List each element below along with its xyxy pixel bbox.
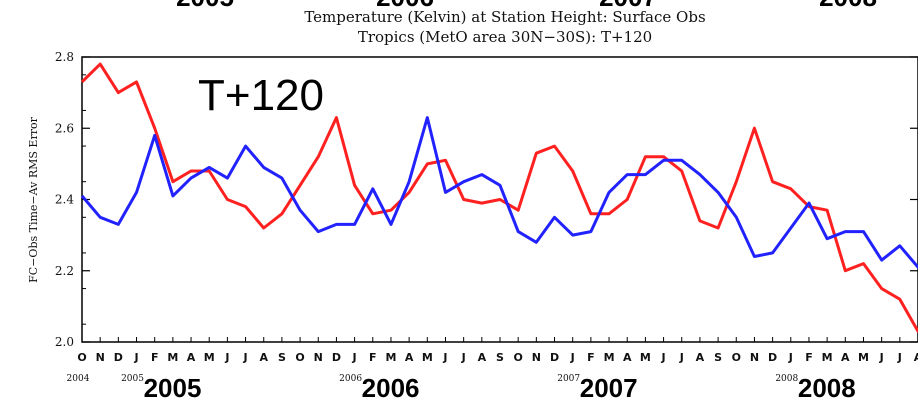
x-tick-label: J	[442, 351, 447, 364]
top-year-label: 2007	[599, 0, 657, 12]
x-tick-label: J	[788, 351, 793, 364]
x-tick-label: J	[679, 351, 684, 364]
x-tick-label: D	[332, 351, 341, 364]
x-tick-label: A	[841, 351, 850, 364]
x-tick-label: S	[278, 351, 286, 364]
year-label-small: 2007	[557, 374, 580, 384]
x-tick-label: A	[478, 351, 487, 364]
x-tick-label: M	[385, 351, 396, 364]
top-year-label: 2008	[819, 0, 877, 12]
year-labels: 2004 2005 2006 2007 2008 2005 2006 2007 2008	[67, 373, 856, 399]
plot-frame	[81, 56, 918, 343]
year-label-small: 2008	[775, 374, 798, 384]
x-tick-label: M	[167, 351, 178, 364]
year-label-small: 2006	[339, 374, 362, 384]
x-tick-label: N	[532, 351, 541, 364]
top-year-labels: 2005 2006 2007 2008	[176, 0, 877, 12]
x-tick-label: J	[224, 351, 229, 364]
x-tick-label: D	[550, 351, 559, 364]
x-tick-label: D	[768, 351, 777, 364]
year-label-large: 2006	[362, 373, 420, 399]
y-axis-label: FC−Obs Time−Av RMS Error	[27, 116, 40, 282]
annotation-label: T+120	[198, 71, 324, 120]
y-tick-label: 2.6	[55, 121, 74, 135]
x-tick-label: F	[369, 351, 377, 364]
x-tick-label: J	[879, 351, 884, 364]
series-line-2	[80, 116, 918, 269]
x-tick-label: A	[696, 351, 705, 364]
year-label-large: 2005	[144, 373, 202, 399]
y-tick-label: 2.8	[55, 50, 74, 64]
x-tick-label: A	[259, 351, 268, 364]
top-year-label: 2005	[176, 0, 234, 12]
x-tick-label: J	[243, 351, 248, 364]
x-tick-label: A	[187, 351, 196, 364]
x-tick-label: O	[77, 351, 86, 364]
year-label-small: 2004	[67, 374, 90, 384]
x-tick-label: J	[661, 351, 666, 364]
x-tick-label: M	[204, 351, 215, 364]
series-lines	[80, 62, 918, 333]
x-tick-label: M	[640, 351, 651, 364]
chart-subtitle: Tropics (MetO area 30N−30S): T+120	[358, 28, 652, 46]
chart-title: Temperature (Kelvin) at Station Height: …	[304, 8, 705, 26]
x-tick-label: J	[133, 351, 138, 364]
x-tick-label: N	[750, 351, 759, 364]
x-tick-label: J	[570, 351, 575, 364]
x-tick-label: O	[732, 351, 741, 364]
x-tick-label: F	[805, 351, 813, 364]
x-tick-label: O	[513, 351, 522, 364]
y-tick-labels: 2.0 2.2 2.4 2.6 2.8	[55, 50, 74, 349]
y-tick-label: 2.0	[55, 335, 74, 349]
x-tick-label: N	[96, 351, 105, 364]
x-tick-label: F	[587, 351, 595, 364]
top-year-label: 2006	[376, 0, 434, 12]
year-label-large: 2007	[580, 373, 638, 399]
x-tick-label: M	[604, 351, 615, 364]
x-tick-label: O	[295, 351, 304, 364]
x-tick-label: A	[914, 351, 918, 364]
x-tick-label: J	[352, 351, 357, 364]
x-tick-label: S	[496, 351, 504, 364]
y-tick-label: 2.2	[55, 264, 74, 278]
year-label-large: 2008	[798, 373, 856, 399]
y-tick-label: 2.4	[55, 193, 74, 207]
year-label-small: 2005	[121, 374, 144, 384]
x-tick-label: S	[714, 351, 722, 364]
x-tick-label: M	[858, 351, 869, 364]
x-tick-label: M	[422, 351, 433, 364]
x-tick-label: N	[314, 351, 323, 364]
x-tick-label: J	[897, 351, 902, 364]
x-tick-label: J	[461, 351, 466, 364]
x-tick-label: D	[114, 351, 123, 364]
x-tick-label: F	[151, 351, 159, 364]
x-tick-label: A	[623, 351, 632, 364]
x-tick-label: M	[822, 351, 833, 364]
x-tick-label: A	[405, 351, 414, 364]
